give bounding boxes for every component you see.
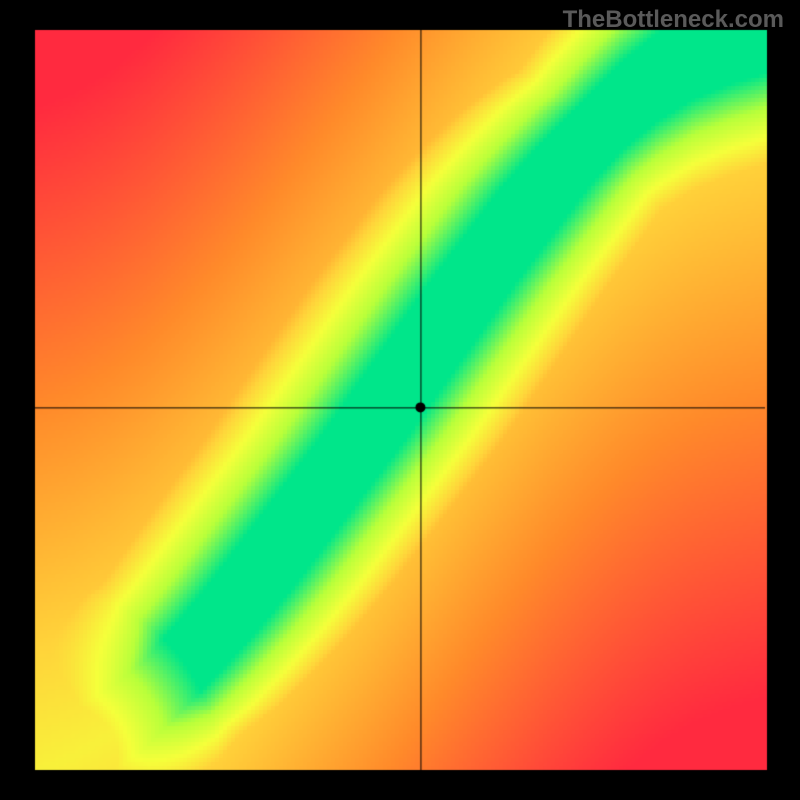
bottleneck-heatmap bbox=[0, 0, 800, 800]
watermark-text: TheBottleneck.com bbox=[563, 6, 784, 34]
